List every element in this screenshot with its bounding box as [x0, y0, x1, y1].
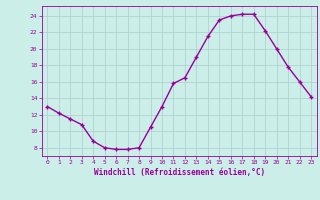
X-axis label: Windchill (Refroidissement éolien,°C): Windchill (Refroidissement éolien,°C) — [94, 168, 265, 177]
